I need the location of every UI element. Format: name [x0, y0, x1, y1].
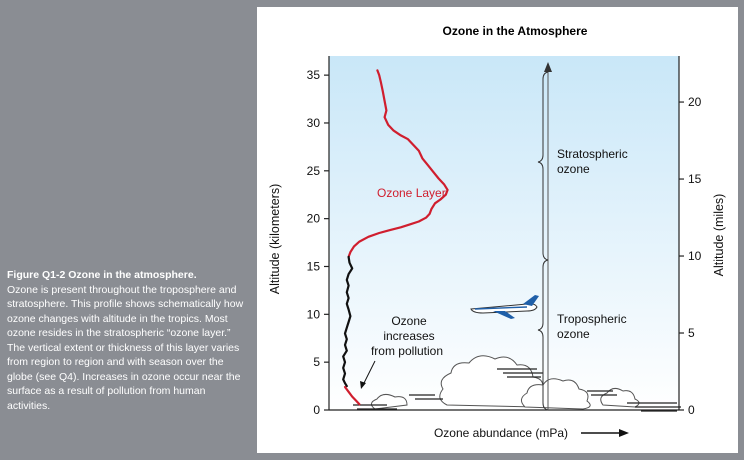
ozone-profile [342, 69, 449, 406]
ozone-layer-line [347, 69, 449, 258]
stratospheric-label-2: ozone [557, 162, 590, 176]
plot-area [329, 56, 679, 410]
tropospheric-ozone-line [342, 255, 354, 388]
airplane-icon [470, 295, 539, 319]
tropospheric-label-2: ozone [557, 327, 590, 341]
figure-caption: Figure Q1-2 Ozone in the atmosphere. Ozo… [7, 268, 247, 413]
caption-body: Ozone is present throughout the troposph… [7, 283, 244, 412]
x-axis-arrow [581, 429, 629, 437]
tick-label-km: 35 [307, 68, 321, 82]
tick-label-miles: 0 [688, 403, 695, 417]
haze-lines [353, 368, 681, 412]
ozone-layer-label: Ozone Layer [377, 186, 446, 200]
surface-pollution-line [343, 385, 361, 406]
tick-label-km: 10 [307, 307, 321, 321]
tick-label-miles: 5 [688, 326, 695, 340]
tick-label-km: 20 [307, 212, 321, 226]
pollution-label-2: increases [383, 329, 434, 343]
caption-title: Figure Q1-2 Ozone in the atmosphere. [7, 269, 197, 281]
tick-label-km: 15 [307, 259, 321, 273]
altitude-arrow [544, 62, 552, 410]
tick-label-km: 5 [313, 355, 320, 369]
stratospheric-label-1: Stratospheric [557, 147, 628, 161]
tropospheric-label-1: Tropospheric [557, 312, 627, 326]
stratosphere-brace [537, 71, 549, 261]
troposphere-brace [537, 259, 549, 411]
tick-label-miles: 15 [688, 172, 702, 186]
x-axis-label: Ozone abundance (mPa) [434, 426, 568, 440]
tick-label-miles: 10 [688, 249, 702, 263]
y-axis-label-left: Altitude (kilometers) [268, 184, 282, 294]
pollution-label-3: from pollution [371, 344, 443, 358]
pollution-pointer [360, 360, 376, 389]
pollution-label-1: Ozone [391, 314, 427, 328]
tick-label-km: 30 [307, 116, 321, 130]
chart-title: Ozone in the Atmosphere [443, 24, 588, 38]
tick-label-km: 0 [313, 403, 320, 417]
chart-panel: Ozone in the Atmosphere 0 5 10 1 [257, 7, 738, 453]
cloud-right [521, 378, 591, 410]
tick-label-km: 25 [307, 164, 321, 178]
tick-label-miles: 20 [688, 95, 702, 109]
left-ticks: 0 5 10 15 20 25 30 35 [307, 68, 329, 417]
y-axis-label-right: Altitude (miles) [712, 194, 726, 277]
right-ticks: 0 5 10 15 20 [679, 95, 702, 417]
